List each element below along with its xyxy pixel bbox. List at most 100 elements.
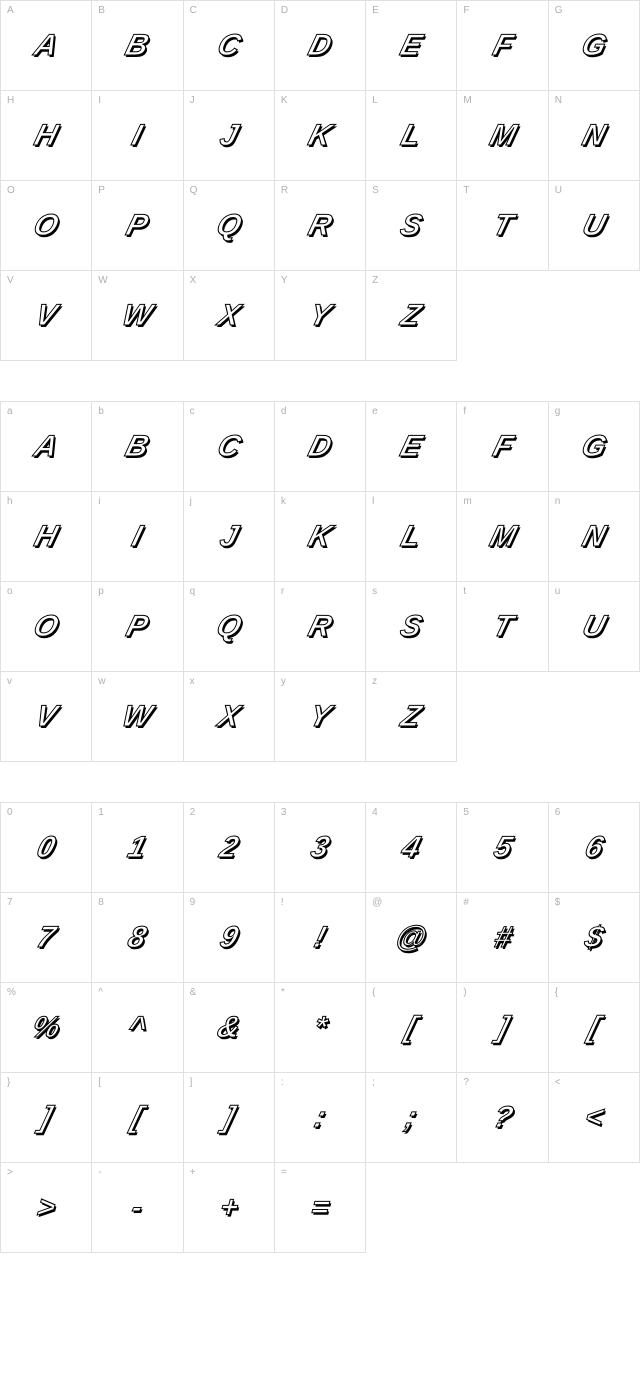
glyph-cell[interactable]: CCC bbox=[184, 1, 275, 91]
glyph-display: OO bbox=[30, 610, 62, 644]
glyph-cell[interactable]: EEE bbox=[366, 1, 457, 91]
glyph-cell[interactable]: uUU bbox=[549, 582, 640, 672]
glyph-cell[interactable]: $$$ bbox=[549, 893, 640, 983]
cell-label: 3 bbox=[281, 807, 287, 818]
cell-label: T bbox=[463, 185, 469, 196]
glyph-cell[interactable]: !!! bbox=[275, 893, 366, 983]
glyph-cell[interactable]: QQQ bbox=[184, 181, 275, 271]
cell-label: b bbox=[98, 406, 104, 417]
glyph-cell[interactable]: vVV bbox=[1, 672, 92, 762]
glyph-cell[interactable]: DDD bbox=[275, 1, 366, 91]
glyph-display: AA bbox=[31, 430, 62, 464]
glyph-cell[interactable]: }]] bbox=[1, 1073, 92, 1163]
glyph-cell[interactable]: hHH bbox=[1, 492, 92, 582]
glyph-display: YY bbox=[305, 299, 334, 333]
glyph-cell[interactable]: === bbox=[275, 1163, 366, 1253]
glyph-cell[interactable]: ([[ bbox=[366, 983, 457, 1073]
glyph-cell[interactable]: cCC bbox=[184, 402, 275, 492]
glyph-cell[interactable]: >>> bbox=[1, 1163, 92, 1253]
glyph-cell[interactable]: eEE bbox=[366, 402, 457, 492]
glyph-cell[interactable]: LLL bbox=[366, 91, 457, 181]
glyph-cell[interactable]: gGG bbox=[549, 402, 640, 492]
glyph-cell[interactable]: {[[ bbox=[549, 983, 640, 1073]
glyph-display: ?? bbox=[489, 1101, 516, 1135]
glyph-cell[interactable]: ;;; bbox=[366, 1073, 457, 1163]
glyph-cell[interactable]: ^^^ bbox=[92, 983, 183, 1073]
glyph-cell[interactable]: YYY bbox=[275, 271, 366, 361]
glyph-cell[interactable]: @@@ bbox=[366, 893, 457, 983]
glyph-cell[interactable]: KKK bbox=[275, 91, 366, 181]
cell-label: % bbox=[7, 987, 16, 998]
glyph-cell[interactable]: 111 bbox=[92, 803, 183, 893]
glyph-cell[interactable]: 777 bbox=[1, 893, 92, 983]
glyph-cell[interactable]: UUU bbox=[549, 181, 640, 271]
cell-label: i bbox=[98, 496, 100, 507]
glyph-cell[interactable]: fFF bbox=[457, 402, 548, 492]
glyph-cell[interactable]: dDD bbox=[275, 402, 366, 492]
glyph-cell[interactable]: rRR bbox=[275, 582, 366, 672]
glyph-cell[interactable]: tTT bbox=[457, 582, 548, 672]
glyph-cell[interactable]: ZZZ bbox=[366, 271, 457, 361]
glyph-cell[interactable]: NNN bbox=[549, 91, 640, 181]
glyph-cell[interactable]: xXX bbox=[184, 672, 275, 762]
glyph-cell[interactable]: 333 bbox=[275, 803, 366, 893]
glyph-cell[interactable]: [[[ bbox=[92, 1073, 183, 1163]
glyph-cell[interactable]: jJJ bbox=[184, 492, 275, 582]
glyph-cell[interactable]: SSS bbox=[366, 181, 457, 271]
glyph-display: EE bbox=[397, 29, 426, 63]
glyph-cell[interactable]: 444 bbox=[366, 803, 457, 893]
glyph-cell[interactable]: iII bbox=[92, 492, 183, 582]
glyph-cell[interactable]: ::: bbox=[275, 1073, 366, 1163]
glyph-cell[interactable]: %%% bbox=[1, 983, 92, 1073]
glyph-cell[interactable]: ### bbox=[457, 893, 548, 983]
glyph-cell[interactable]: VVV bbox=[1, 271, 92, 361]
glyph-cell[interactable]: III bbox=[92, 91, 183, 181]
glyph-cell[interactable]: 000 bbox=[1, 803, 92, 893]
glyph-cell[interactable]: --- bbox=[92, 1163, 183, 1253]
glyph-cell[interactable]: FFF bbox=[457, 1, 548, 91]
glyph-cell[interactable]: )]] bbox=[457, 983, 548, 1073]
glyph-front-layer: J bbox=[216, 520, 242, 553]
glyph-display: LL bbox=[398, 520, 425, 554]
glyph-cell[interactable]: ??? bbox=[457, 1073, 548, 1163]
glyph-cell[interactable]: WWW bbox=[92, 271, 183, 361]
glyph-cell[interactable]: MMM bbox=[457, 91, 548, 181]
glyph-cell[interactable]: lLL bbox=[366, 492, 457, 582]
glyph-cell[interactable]: qQQ bbox=[184, 582, 275, 672]
glyph-cell[interactable]: &&& bbox=[184, 983, 275, 1073]
cell-label: ^ bbox=[98, 987, 103, 998]
glyph-display: GG bbox=[578, 430, 610, 464]
glyph-cell[interactable]: RRR bbox=[275, 181, 366, 271]
glyph-cell[interactable]: OOO bbox=[1, 181, 92, 271]
glyph-cell[interactable]: *** bbox=[275, 983, 366, 1073]
glyph-cell[interactable]: nNN bbox=[549, 492, 640, 582]
glyph-cell[interactable]: GGG bbox=[549, 1, 640, 91]
glyph-cell[interactable]: 999 bbox=[184, 893, 275, 983]
glyph-cell[interactable]: wWW bbox=[92, 672, 183, 762]
glyph-cell[interactable]: <<< bbox=[549, 1073, 640, 1163]
glyph-cell[interactable]: yYY bbox=[275, 672, 366, 762]
glyph-cell[interactable]: oOO bbox=[1, 582, 92, 672]
glyph-cell[interactable]: PPP bbox=[92, 181, 183, 271]
glyph-cell[interactable]: 888 bbox=[92, 893, 183, 983]
glyph-cell[interactable]: 222 bbox=[184, 803, 275, 893]
glyph-cell[interactable]: HHH bbox=[1, 91, 92, 181]
glyph-cell[interactable]: BBB bbox=[92, 1, 183, 91]
glyph-cell[interactable]: 555 bbox=[457, 803, 548, 893]
glyph-display: CC bbox=[213, 430, 244, 464]
glyph-cell[interactable]: ]]] bbox=[184, 1073, 275, 1163]
glyph-cell[interactable]: a AA bbox=[1, 402, 92, 492]
glyph-cell[interactable]: +++ bbox=[184, 1163, 275, 1253]
cell-label: a bbox=[7, 406, 13, 417]
glyph-cell[interactable]: mMM bbox=[457, 492, 548, 582]
glyph-cell[interactable]: TTT bbox=[457, 181, 548, 271]
glyph-cell[interactable]: XXX bbox=[184, 271, 275, 361]
glyph-cell[interactable]: AAA bbox=[1, 1, 92, 91]
glyph-cell[interactable]: JJJ bbox=[184, 91, 275, 181]
glyph-cell[interactable]: 666 bbox=[549, 803, 640, 893]
glyph-cell[interactable]: kKK bbox=[275, 492, 366, 582]
glyph-cell[interactable]: pPP bbox=[92, 582, 183, 672]
glyph-cell[interactable]: sSS bbox=[366, 582, 457, 672]
glyph-cell[interactable]: zZZ bbox=[366, 672, 457, 762]
glyph-cell[interactable]: bBB bbox=[92, 402, 183, 492]
